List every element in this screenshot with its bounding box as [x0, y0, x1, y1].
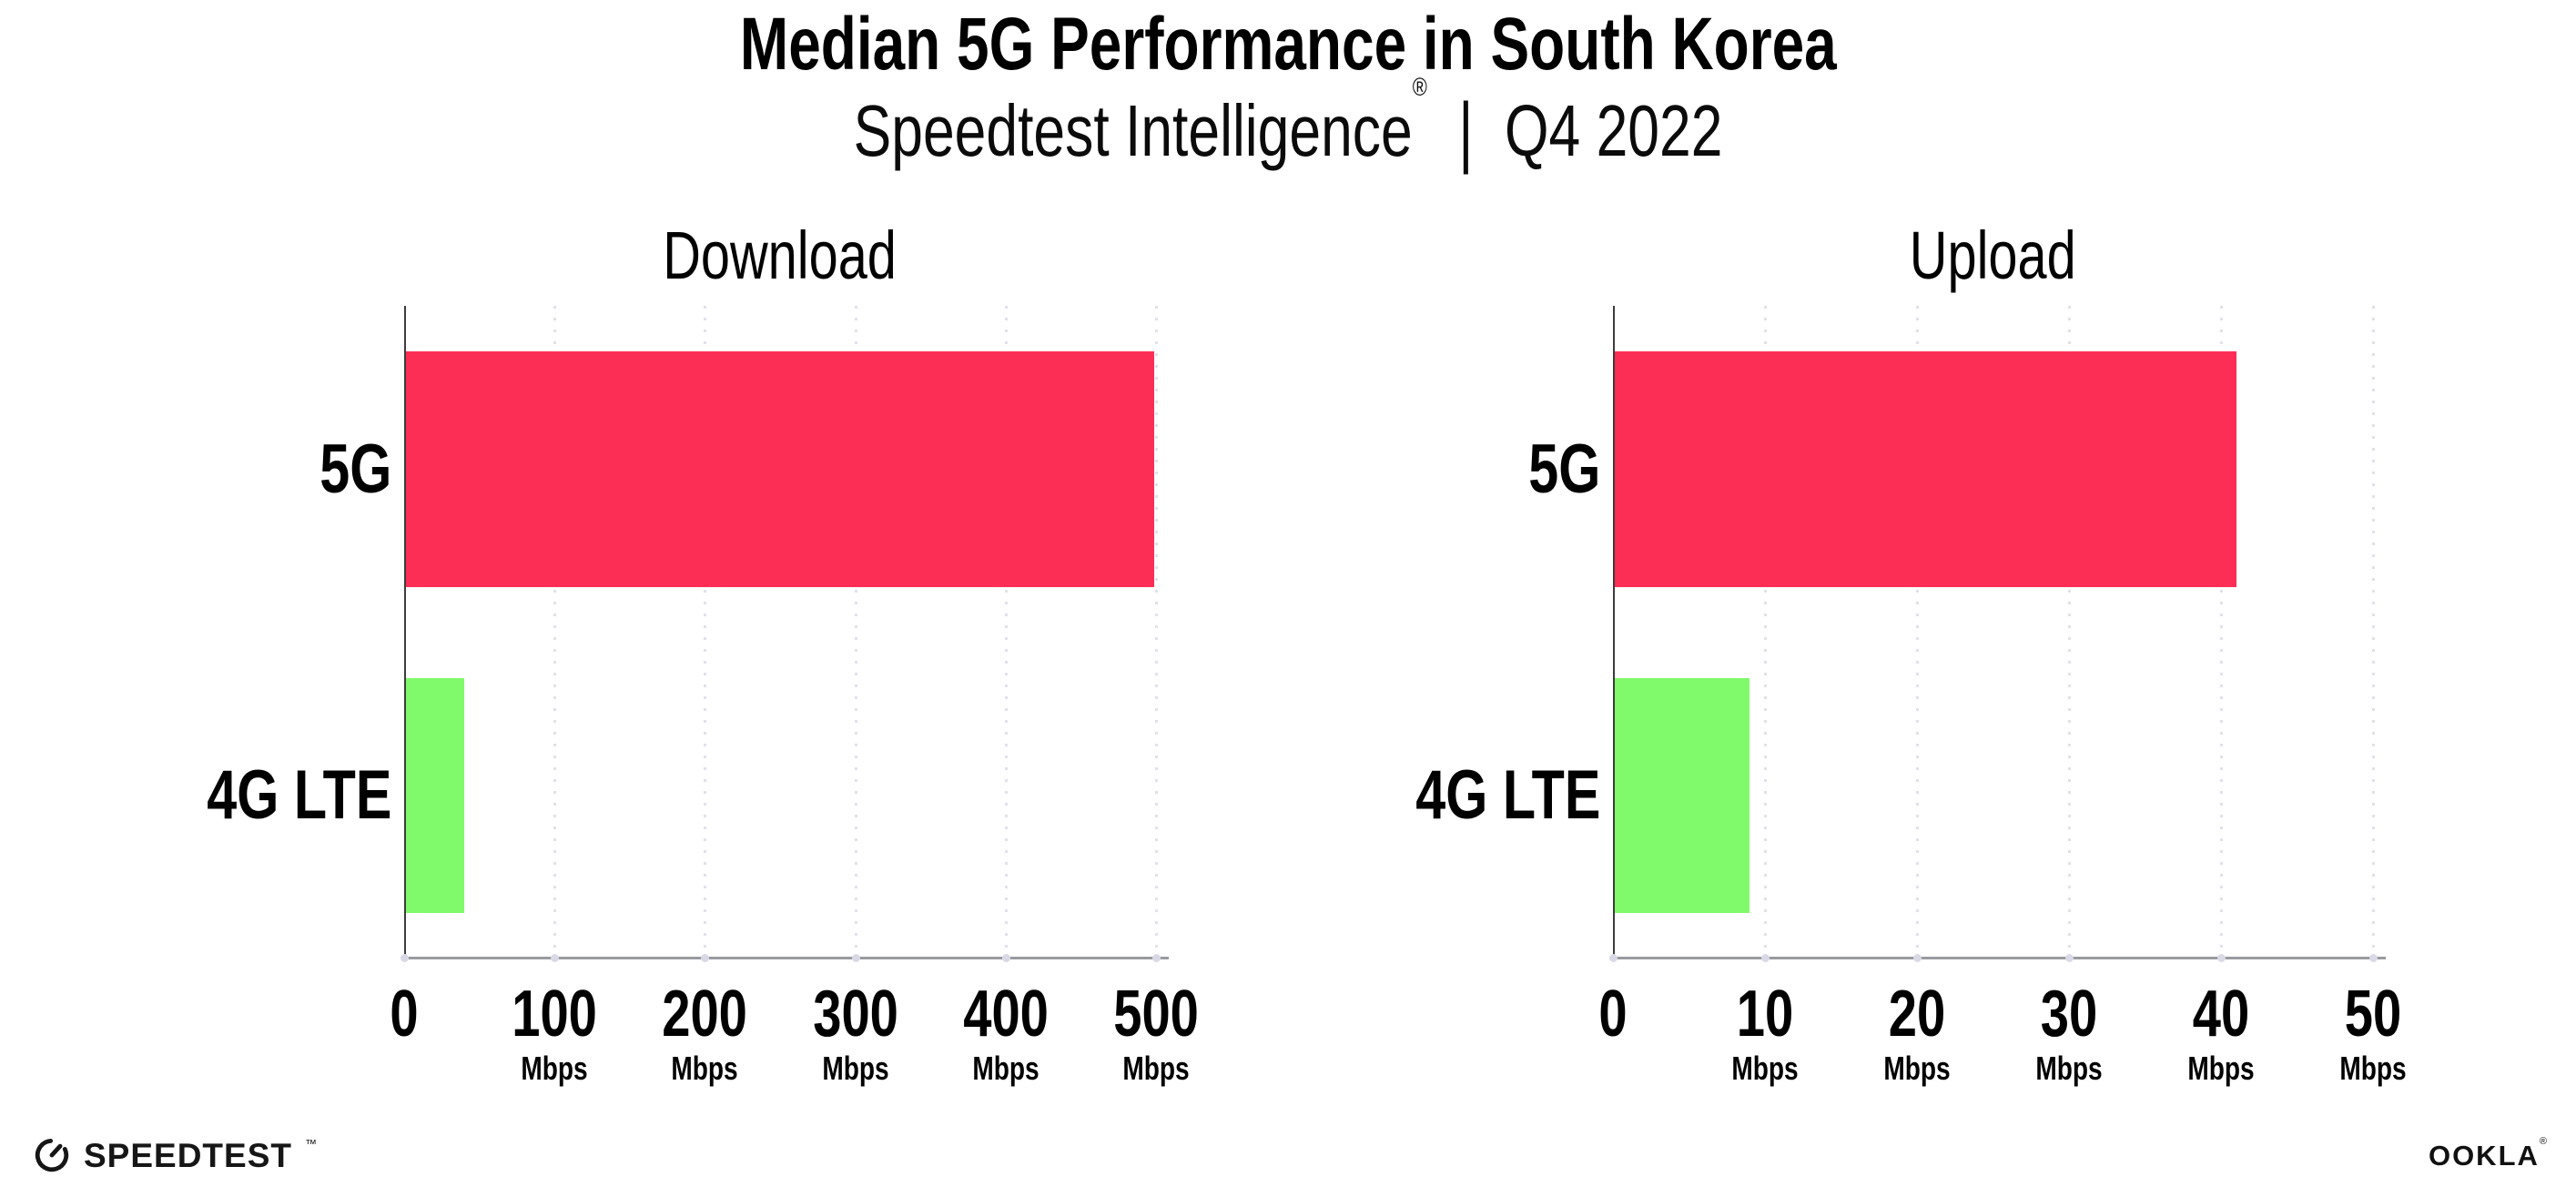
x-tick-value: 100 [512, 978, 598, 1050]
x-tick-10: 10 Mbps [1656, 981, 1874, 1085]
plot-area-download [401, 306, 1169, 962]
x-tick-400: 400 Mbps [897, 981, 1115, 1085]
page-subtitle: Speedtest Intelligence® | Q4 2022 [0, 73, 2576, 174]
x-tick-50: 50 Mbps [2264, 981, 2482, 1085]
axis-tick-dot [401, 954, 409, 962]
x-tick-unit: Mbps [521, 1050, 588, 1087]
category-label-text: 5G [319, 430, 391, 508]
x-tick-value: 400 [962, 978, 1049, 1050]
x-tick-unit: Mbps [2035, 1050, 2103, 1087]
category-label-text: 5G [1527, 430, 1600, 508]
x-tick-unit: Mbps [671, 1050, 739, 1087]
page-title-text: Median 5G Performance in South Korea [739, 3, 1837, 86]
gridline [553, 306, 557, 958]
gridline [2220, 306, 2223, 958]
category-label-text: 4G LTE [206, 756, 391, 834]
axis-tick-dot [1913, 954, 1922, 962]
x-tick-unit: Mbps [2187, 1050, 2255, 1087]
gridline [704, 306, 707, 958]
x-tick-40: 40 Mbps [2112, 981, 2330, 1085]
registered-trademark-mark: ® [1412, 73, 1427, 102]
axis-tick-dot [1001, 954, 1010, 962]
x-tick-unit: Mbps [2339, 1050, 2407, 1087]
chart-title-text: Upload [1910, 218, 2076, 293]
x-tick-200: 200 Mbps [595, 981, 814, 1085]
x-tick-value: 200 [662, 978, 748, 1050]
gridline [1916, 306, 1919, 958]
bar-4g-lte [1613, 678, 1750, 913]
gridline [1764, 306, 1767, 958]
x-tick-value: 500 [1113, 978, 1199, 1050]
gridline [2068, 306, 2071, 958]
category-label-4g-lte: 4G LTE [1236, 678, 1600, 913]
speedtest-logo-text: SPEEDTEST [84, 1136, 292, 1174]
x-tick-unit: Mbps [821, 1050, 889, 1087]
x-axis-line [404, 957, 1169, 959]
bar-5g [1613, 351, 2236, 587]
x-tick-unit: Mbps [1731, 1050, 1799, 1087]
x-tick-value: 0 [1598, 978, 1628, 1050]
axis-tick-dot [851, 954, 860, 962]
gridline [2372, 306, 2375, 958]
subtitle-period: Q4 2022 [1504, 90, 1723, 171]
axis-tick-dot [1152, 954, 1161, 962]
subtitle-separator: | [1458, 86, 1474, 175]
x-tick-unit: Mbps [1883, 1050, 1951, 1087]
category-label-5g: 5G [1236, 351, 1600, 587]
axis-tick-dot [2065, 954, 2074, 962]
x-tick-value: 30 [2040, 978, 2098, 1050]
x-tick-unit: Mbps [1122, 1050, 1190, 1087]
category-label-4g-lte: 4G LTE [27, 678, 391, 913]
category-label-text: 4G LTE [1415, 756, 1600, 834]
category-label-5g: 5G [27, 351, 391, 587]
gridline [854, 306, 857, 958]
x-tick-0: 0 [295, 981, 513, 1085]
y-axis-line [1613, 306, 1615, 958]
x-tick-value: 20 [1888, 978, 1946, 1050]
bar-5g [404, 351, 1155, 587]
x-tick-unit: Mbps [972, 1050, 1040, 1087]
chart-title-download: Download [404, 222, 1156, 289]
x-tick-300: 300 Mbps [746, 981, 965, 1085]
axis-tick-dot [2217, 954, 2226, 962]
x-tick-value: 300 [812, 978, 898, 1050]
ookla-logo: OOKLA® [2428, 1136, 2549, 1172]
plot-area-upload [1609, 306, 2386, 962]
ookla-logo-text: OOKLA [2428, 1140, 2540, 1172]
speedtest-trademark-mark: ™ [305, 1136, 317, 1151]
axis-tick-dot [1609, 954, 1618, 962]
speedtest-gauge-icon [35, 1138, 69, 1172]
speedtest-logo: SPEEDTEST ™ [33, 1136, 317, 1174]
ookla-registered-mark: ® [2539, 1135, 2549, 1147]
x-tick-value: 10 [1736, 978, 1794, 1050]
axis-tick-dot [701, 954, 710, 962]
gridline [1004, 306, 1008, 958]
x-tick-20: 20 Mbps [1808, 981, 2026, 1085]
x-tick-30: 30 Mbps [1960, 981, 2178, 1085]
x-tick-500: 500 Mbps [1047, 981, 1265, 1085]
x-axis-line [1613, 957, 2386, 959]
x-tick-0: 0 [1504, 981, 1722, 1085]
x-tick-value: 40 [2192, 978, 2250, 1050]
chart-title-text: Download [663, 218, 898, 293]
axis-tick-dot [2369, 954, 2378, 962]
chart-title-upload: Upload [1613, 222, 2373, 289]
gridline [1155, 306, 1158, 958]
bar-4g-lte [404, 678, 465, 913]
page-title: Median 5G Performance in South Korea [0, 5, 2576, 84]
subtitle-brand: Speedtest Intelligence [853, 90, 1413, 171]
x-tick-value: 0 [390, 978, 419, 1050]
x-tick-100: 100 Mbps [445, 981, 664, 1085]
y-axis-line [404, 306, 406, 958]
axis-tick-dot [1761, 954, 1770, 962]
axis-tick-dot [551, 954, 560, 962]
x-tick-value: 50 [2344, 978, 2402, 1050]
